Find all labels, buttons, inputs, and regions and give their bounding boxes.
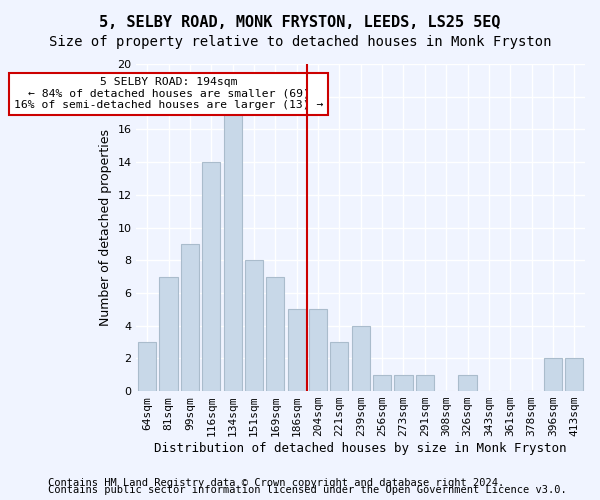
Text: 5, SELBY ROAD, MONK FRYSTON, LEEDS, LS25 5EQ: 5, SELBY ROAD, MONK FRYSTON, LEEDS, LS25…: [99, 15, 501, 30]
Bar: [394, 374, 413, 391]
Bar: [416, 374, 434, 391]
Bar: [287, 310, 306, 391]
Bar: [309, 310, 327, 391]
Bar: [458, 374, 476, 391]
Bar: [373, 374, 391, 391]
Bar: [565, 358, 583, 391]
Bar: [202, 162, 220, 391]
Bar: [352, 326, 370, 391]
X-axis label: Distribution of detached houses by size in Monk Fryston: Distribution of detached houses by size …: [154, 442, 567, 455]
Y-axis label: Number of detached properties: Number of detached properties: [99, 129, 112, 326]
Bar: [544, 358, 562, 391]
Bar: [224, 113, 242, 391]
Text: Size of property relative to detached houses in Monk Fryston: Size of property relative to detached ho…: [49, 35, 551, 49]
Text: 5 SELBY ROAD: 194sqm
← 84% of detached houses are smaller (69)
16% of semi-detac: 5 SELBY ROAD: 194sqm ← 84% of detached h…: [14, 77, 323, 110]
Bar: [138, 342, 156, 391]
Bar: [181, 244, 199, 391]
Bar: [266, 276, 284, 391]
Bar: [331, 342, 349, 391]
Bar: [245, 260, 263, 391]
Text: Contains HM Land Registry data © Crown copyright and database right 2024.: Contains HM Land Registry data © Crown c…: [48, 478, 504, 488]
Text: Contains public sector information licensed under the Open Government Licence v3: Contains public sector information licen…: [48, 485, 567, 495]
Bar: [160, 276, 178, 391]
